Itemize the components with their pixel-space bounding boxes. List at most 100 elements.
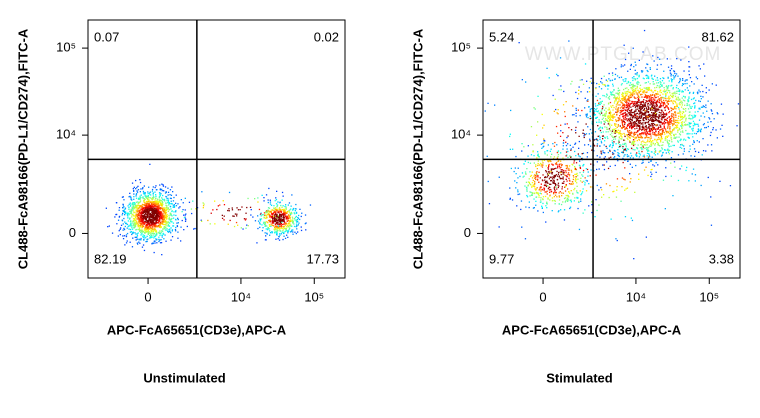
event-dot xyxy=(683,108,685,110)
event-dot xyxy=(145,218,147,221)
event-dot xyxy=(693,148,696,150)
event-dot xyxy=(661,119,663,121)
event-dot xyxy=(634,140,636,142)
event-dot xyxy=(562,157,564,159)
event-dot xyxy=(658,117,660,120)
event-dot xyxy=(535,178,537,180)
event-dot xyxy=(650,130,652,132)
event-dot xyxy=(144,207,146,209)
event-dot xyxy=(152,215,154,217)
event-dot xyxy=(558,192,560,194)
event-dot xyxy=(607,167,610,170)
event-dot xyxy=(550,176,552,178)
event-dot xyxy=(295,211,298,214)
event-dot xyxy=(168,231,170,233)
event-dot xyxy=(146,216,149,219)
event-dot xyxy=(551,153,553,155)
event-dot xyxy=(162,218,164,220)
event-dot xyxy=(278,217,281,219)
event-dot xyxy=(544,184,546,186)
event-dot xyxy=(643,112,645,115)
event-dot xyxy=(160,242,163,244)
event-dot xyxy=(540,199,542,201)
event-dot xyxy=(147,193,149,195)
event-dot xyxy=(595,174,597,176)
event-dot xyxy=(648,97,650,99)
event-dot xyxy=(141,203,144,206)
event-dot xyxy=(667,142,669,144)
event-dot xyxy=(278,211,280,214)
event-dot xyxy=(135,209,137,211)
event-dot xyxy=(602,150,604,152)
event-dot xyxy=(162,220,165,222)
event-dot xyxy=(694,114,697,117)
event-dot xyxy=(650,75,653,77)
event-dot xyxy=(157,216,159,218)
event-dot xyxy=(667,103,669,105)
event-dot xyxy=(651,129,653,131)
event-dot xyxy=(642,114,644,116)
event-dot xyxy=(589,110,591,112)
event-dot xyxy=(682,83,684,85)
event-dot xyxy=(665,122,667,124)
event-dot xyxy=(642,131,644,134)
event-dot xyxy=(154,216,157,218)
event-dot xyxy=(143,207,145,209)
event-dot xyxy=(298,222,300,224)
event-dot xyxy=(141,217,144,220)
event-dot xyxy=(149,221,151,223)
event-dot xyxy=(711,113,714,115)
event-dot xyxy=(283,214,285,216)
event-dot xyxy=(628,99,630,101)
event-dot xyxy=(635,153,637,155)
event-dot xyxy=(622,92,624,94)
event-dot xyxy=(140,208,142,210)
event-dot xyxy=(619,107,622,109)
event-dot xyxy=(615,131,617,133)
event-dot xyxy=(684,89,686,91)
event-dot xyxy=(121,196,124,198)
event-dot xyxy=(687,89,689,91)
event-dot xyxy=(634,90,636,92)
event-dot xyxy=(201,220,203,222)
event-dot xyxy=(152,221,154,223)
event-dot xyxy=(713,118,715,120)
event-dot xyxy=(268,228,270,230)
event-dot xyxy=(133,227,135,229)
event-dot xyxy=(645,236,647,238)
event-dot xyxy=(159,207,161,210)
event-dot xyxy=(623,44,625,46)
event-dot xyxy=(609,101,612,104)
event-dot xyxy=(509,133,511,135)
event-dot xyxy=(137,224,139,227)
event-dot xyxy=(170,232,172,234)
event-dot xyxy=(557,165,559,167)
event-dot xyxy=(143,229,145,231)
event-dot xyxy=(130,221,132,223)
event-dot xyxy=(667,107,669,109)
event-dot xyxy=(652,128,654,130)
event-dot xyxy=(132,220,134,223)
event-dot xyxy=(550,160,552,163)
event-dot xyxy=(125,222,128,224)
event-dot xyxy=(548,164,550,167)
event-dot xyxy=(623,115,625,117)
event-dot xyxy=(166,216,169,218)
event-dot xyxy=(618,141,620,143)
event-dot xyxy=(653,98,655,100)
event-dot xyxy=(591,204,593,206)
event-dot xyxy=(540,165,542,167)
event-dot xyxy=(535,176,537,178)
event-dot xyxy=(630,92,632,94)
event-dot xyxy=(544,140,546,142)
event-dot xyxy=(162,212,164,214)
event-dot xyxy=(572,193,574,195)
event-dot xyxy=(535,196,538,198)
event-dot xyxy=(162,199,164,201)
event-dot xyxy=(129,212,131,214)
event-dot xyxy=(640,89,642,91)
event-dot xyxy=(546,201,548,203)
event-dot xyxy=(686,79,688,81)
event-dot xyxy=(139,214,141,216)
event-dot xyxy=(163,211,165,213)
